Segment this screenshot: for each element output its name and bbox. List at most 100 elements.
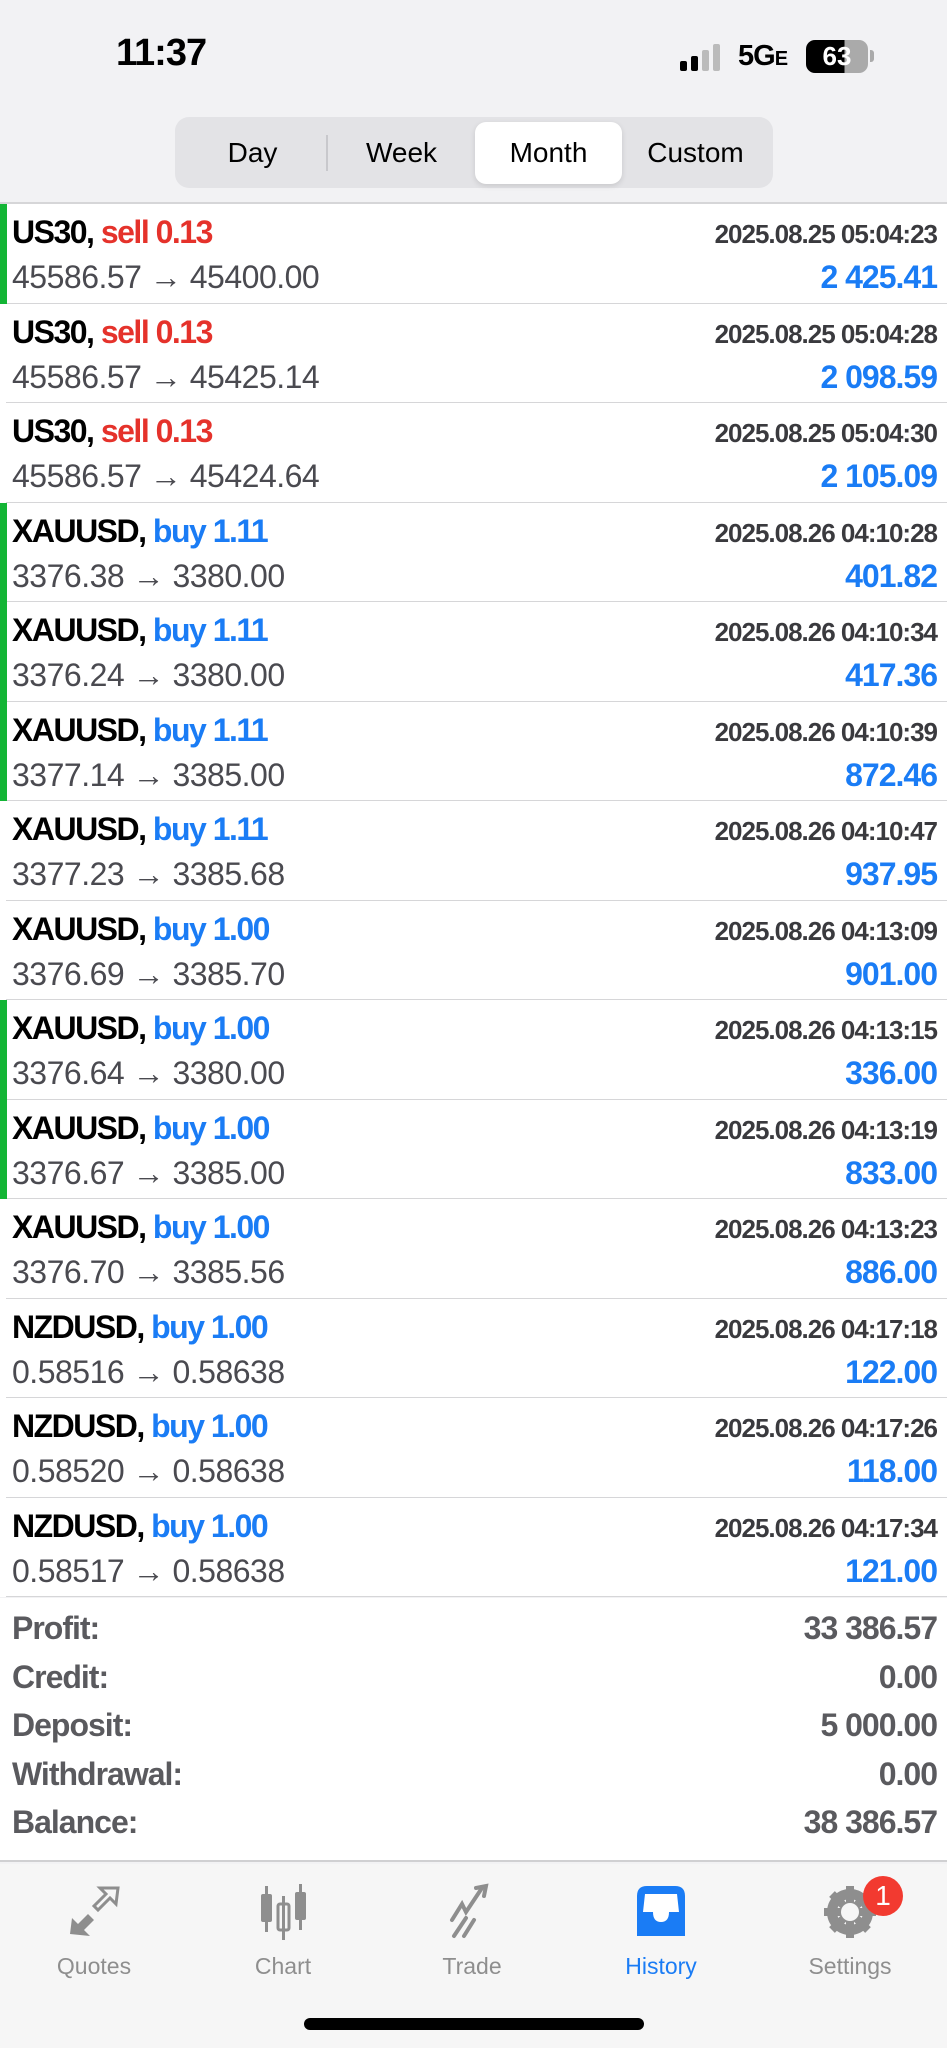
deal-side: buy 1.00 xyxy=(151,1507,269,1544)
deal-profit: 886.00 xyxy=(845,1254,938,1290)
tab-day[interactable]: Day xyxy=(227,136,278,168)
deal-time: 2025.08.26 04:17:34 xyxy=(714,1512,938,1543)
tab-label: History xyxy=(625,1953,697,1979)
deal-symbol: XAUUSD, xyxy=(12,910,147,947)
inbox-tray-icon xyxy=(637,1886,685,1936)
deal-symbol: XAUUSD, xyxy=(12,1010,147,1046)
tab-label: Chart xyxy=(254,1953,312,1979)
summary-withdrawal: Withdrawal: 0.00 xyxy=(12,1755,938,1805)
notification-badge: 1 xyxy=(863,1876,903,1916)
deal-side-label: buy xyxy=(151,1408,205,1444)
deal-prices: 0.58517 → 0.58638 xyxy=(12,1552,285,1589)
deal-time: 2025.08.26 04:17:26 xyxy=(714,1413,938,1443)
candlestick-icon xyxy=(261,1884,306,1940)
period-segmented-control: Day Week Month Custom xyxy=(175,117,773,188)
deal-side: buy 1.00 xyxy=(151,1308,269,1345)
deal-profit: 121.00 xyxy=(845,1552,938,1589)
deal-row[interactable]: US30, sell 0.13 2025.08.25 05:04:28 45586.… xyxy=(6,304,947,403)
summary-deposit: Deposit: 5 000.00 xyxy=(12,1707,938,1756)
tab-quotes[interactable]: Quotes xyxy=(19,1882,169,1980)
deal-side-label: buy xyxy=(152,711,207,748)
deal-row[interactable]: XAUUSD, buy 1.00 2025.08.26 04:13:19 3376.… xyxy=(0,1099,947,1199)
deal-volume: 1.11 xyxy=(212,512,269,549)
tab-month[interactable]: Month xyxy=(475,121,622,184)
deal-side: buy 1.11 xyxy=(153,512,269,549)
deal-profit: 901.00 xyxy=(845,955,938,992)
deal-profit: 833.00 xyxy=(845,1154,938,1191)
summary-value: 0.00 xyxy=(878,1755,938,1792)
deal-prices: 3376.67 → 3385.00 xyxy=(12,1154,285,1191)
deal-row[interactable]: XAUUSD, buy 1.11 2025.08.26 04:10:47 3377.… xyxy=(6,801,947,901)
deal-side: buy 1.11 xyxy=(152,711,269,748)
deal-time: 2025.08.26 04:10:28 xyxy=(714,517,938,548)
summary-value: 5 000.00 xyxy=(820,1707,938,1743)
deal-symbol: US30, xyxy=(12,214,95,250)
summary-value: 38 386.57 xyxy=(803,1804,938,1840)
deal-row[interactable]: XAUUSD, buy 1.00 2025.08.26 04:13:23 3376.… xyxy=(6,1199,947,1299)
deal-side-label: buy xyxy=(152,1109,207,1146)
summary-value: 33 386.57 xyxy=(803,1610,938,1646)
deal-side-label: buy xyxy=(152,1010,207,1046)
deal-row[interactable]: XAUUSD, buy 1.00 2025.08.26 04:13:15 3376.… xyxy=(0,1000,947,1100)
deal-prices: 3376.70 → 3385.56 xyxy=(12,1254,285,1290)
deal-row[interactable]: NZDUSD, buy 1.00 2025.08.26 04:17:18 0.585… xyxy=(6,1299,947,1398)
tab-history[interactable]: History xyxy=(586,1882,736,1980)
deal-side: buy 1.00 xyxy=(151,1408,269,1444)
deal-time: 2025.08.26 04:10:47 xyxy=(714,816,938,846)
deal-time: 2025.08.26 04:17:18 xyxy=(714,1313,938,1344)
deal-symbol: US30, xyxy=(12,313,95,350)
deal-symbol: NZDUSD, xyxy=(12,1408,145,1444)
deal-title: XAUUSD, buy 1.00 xyxy=(12,1209,271,1246)
deal-side-label: buy xyxy=(151,1308,205,1345)
deal-title: XAUUSD, buy 1.00 xyxy=(12,1010,271,1047)
network-suffix: E xyxy=(774,48,788,70)
deal-time: 2025.08.26 04:13:23 xyxy=(714,1214,938,1244)
deal-side-label: sell xyxy=(100,413,150,449)
deal-volume: 1.00 xyxy=(212,1209,271,1245)
deal-marker xyxy=(0,602,7,702)
deal-row[interactable]: NZDUSD, buy 1.00 2025.08.26 04:17:26 0.585… xyxy=(6,1398,947,1498)
summary-credit: Credit: 0.00 xyxy=(12,1658,938,1708)
deal-title: NZDUSD, buy 1.00 xyxy=(12,1308,269,1346)
deal-profit: 401.82 xyxy=(845,557,938,594)
deal-title: US30, sell 0.13 xyxy=(12,413,214,450)
deal-row[interactable]: XAUUSD, buy 1.11 2025.08.26 04:10:28 3376.… xyxy=(0,502,947,602)
deal-side: buy 1.11 xyxy=(152,811,269,847)
deal-profit: 336.00 xyxy=(845,1055,938,1091)
tab-custom[interactable]: Custom xyxy=(647,136,744,168)
deal-row[interactable]: NZDUSD, buy 1.00 2025.08.26 04:17:34 0.585… xyxy=(6,1498,947,1597)
tab-settings[interactable]: 1 Settings xyxy=(775,1876,925,1980)
deal-profit: 872.46 xyxy=(845,756,938,793)
deal-volume: 1.00 xyxy=(212,1010,271,1046)
deal-row[interactable]: XAUUSD, buy 1.00 2025.08.26 04:13:09 3376.… xyxy=(6,901,947,1000)
deal-time: 2025.08.26 04:13:15 xyxy=(714,1015,938,1045)
deal-symbol: XAUUSD, xyxy=(12,512,147,549)
deal-row[interactable]: US30, sell 0.13 2025.08.25 05:04:30 45586.… xyxy=(6,403,947,503)
deal-row[interactable]: XAUUSD, buy 1.11 2025.08.26 04:10:34 3376.… xyxy=(0,602,947,702)
deal-volume: 1.00 xyxy=(210,1507,269,1544)
deal-title: XAUUSD, buy 1.11 xyxy=(12,512,269,550)
home-indicator[interactable] xyxy=(304,2018,644,2030)
deal-prices: 3376.69 → 3385.70 xyxy=(12,955,285,992)
deal-title: XAUUSD, buy 1.00 xyxy=(12,1109,270,1147)
deal-time: 2025.08.26 04:10:39 xyxy=(714,716,938,747)
deal-side-label: buy xyxy=(152,811,207,847)
divider xyxy=(326,134,328,171)
deal-row[interactable]: XAUUSD, buy 1.11 2025.08.26 04:10:39 3377.… xyxy=(0,701,947,801)
summary-profit: Profit: 33 386.57 xyxy=(12,1610,938,1659)
deal-volume: 1.11 xyxy=(212,711,269,748)
deal-side: sell 0.13 xyxy=(101,214,214,250)
summary-value: 0.00 xyxy=(878,1658,938,1695)
battery-tip xyxy=(870,50,874,62)
deal-volume: 0.13 xyxy=(155,413,214,449)
deal-row[interactable]: US30, sell 0.13 2025.08.25 05:04:23 45586.… xyxy=(0,204,947,304)
tab-trade[interactable]: Trade xyxy=(397,1882,547,1980)
tab-week[interactable]: Week xyxy=(365,136,438,168)
deal-time: 2025.08.25 05:04:23 xyxy=(714,219,938,249)
deal-profit: 2 105.09 xyxy=(820,458,938,494)
tab-label: Settings xyxy=(808,1953,892,1979)
deal-title: XAUUSD, buy 1.11 xyxy=(12,612,269,649)
tab-chart[interactable]: Chart xyxy=(208,1882,358,1980)
deal-volume: 1.00 xyxy=(212,910,271,947)
deal-symbol: NZDUSD, xyxy=(12,1308,145,1345)
